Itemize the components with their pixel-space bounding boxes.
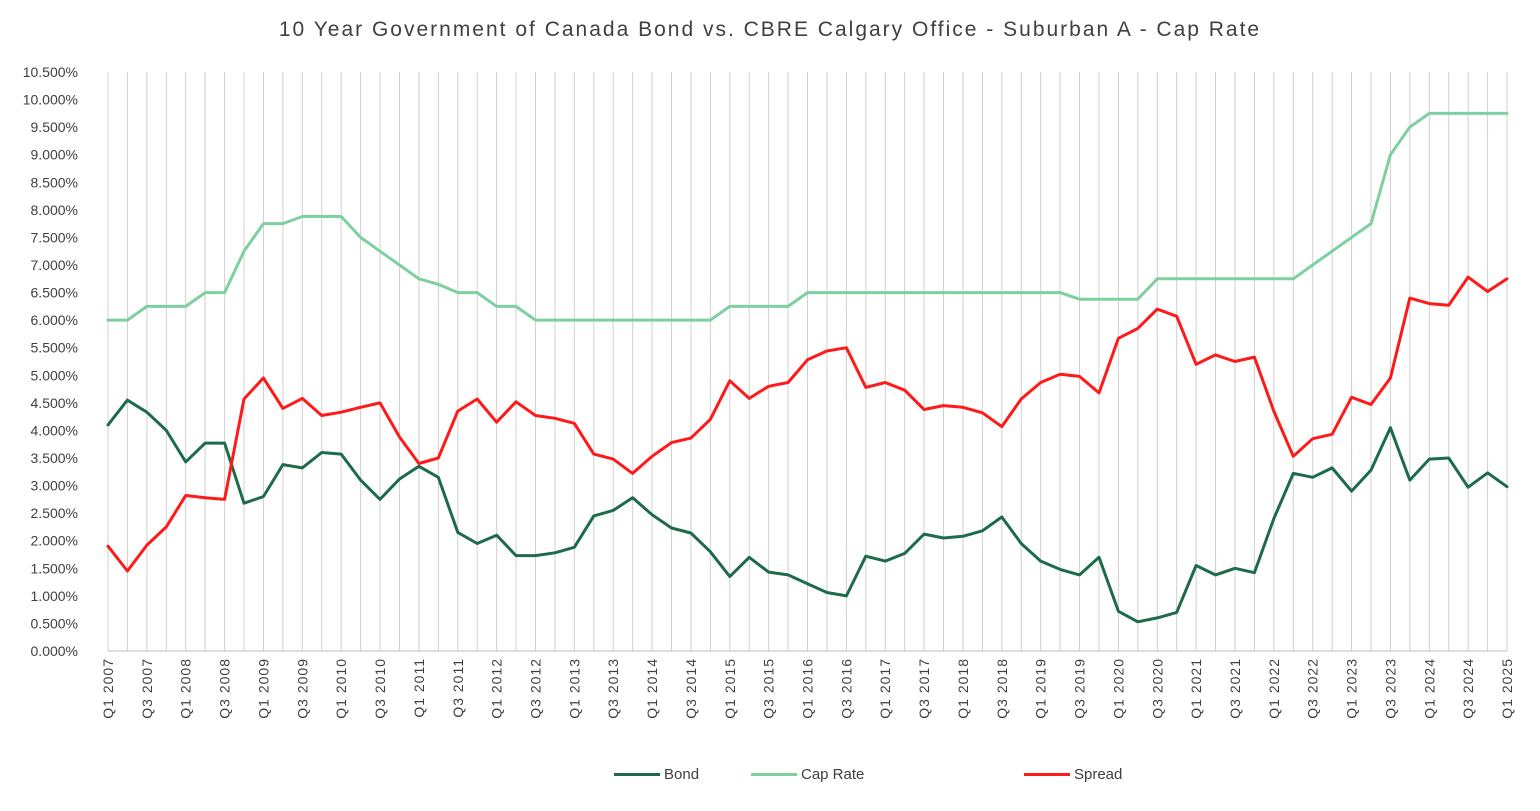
y-tick-label: 7.000% [31,257,78,273]
x-tick-label: Q3 2024 [1460,658,1476,719]
x-tick-label: Q1 2012 [489,658,505,719]
x-tick-label: Q3 2018 [994,658,1010,719]
x-tick-label: Q1 2014 [644,658,660,719]
legend: Bond Cap Rate Spread [0,766,1540,790]
legend-label-cap-rate: Cap Rate [801,766,865,783]
legend-label-spread: Spread [1074,766,1123,783]
x-tick-label: Q3 2007 [139,658,155,719]
x-tick-label: Q1 2009 [255,658,271,719]
x-tick-label: Q1 2021 [1188,658,1204,719]
y-tick-label: 9.000% [31,147,78,163]
x-tick-label: Q3 2013 [605,658,621,719]
x-tick-label: Q3 2009 [294,658,310,719]
y-axis: 0.000% 0.500% 1.000% 1.500% 2.000% 2.500% 3.00… [23,64,78,659]
x-tick-label: Q1 2023 [1344,658,1360,719]
x-tick-label: Q3 2021 [1227,658,1243,719]
y-tick-label: 8.500% [31,174,78,190]
y-tick-label: 10.000% [23,92,78,108]
x-tick-label: Q3 2015 [761,658,777,719]
y-tick-label: 8.000% [31,202,78,218]
x-tick-label: Q3 2020 [1149,658,1165,719]
x-tick-label: Q3 2022 [1305,658,1321,719]
x-tick-label: Q1 2015 [722,658,738,719]
x-tick-label: Q1 2013 [566,658,582,719]
y-tick-label: 10.500% [23,64,78,80]
x-tick-label: Q3 2011 [450,658,466,718]
x-tick-label: Q1 2025 [1499,658,1515,719]
x-tick-label: Q3 2008 [217,658,233,719]
x-tick-label: Q3 2014 [683,658,699,719]
series-line-spread [106,275,1509,573]
legend-item-bond: Bond [614,766,699,783]
y-tick-label: 3.500% [31,450,78,466]
x-tick-label: Q1 2010 [333,658,349,719]
y-tick-label: 3.000% [31,478,78,494]
y-tick-label: 9.500% [31,119,78,135]
legend-swatch-spread [1024,773,1070,776]
x-tick-label: Q3 2016 [838,658,854,719]
x-tick-label: Q3 2019 [1072,658,1088,719]
x-tick-label: Q3 2023 [1382,658,1398,719]
y-tick-label: 7.500% [31,229,78,245]
x-tick-label: Q3 2010 [372,658,388,719]
x-tick-label: Q1 2007 [100,658,116,719]
y-tick-label: 2.500% [31,505,78,521]
y-tick-label: 6.000% [31,312,78,328]
x-tick-label: Q1 2011 [411,658,427,718]
y-tick-label: 4.500% [31,395,78,411]
y-tick-label: 6.500% [31,285,78,301]
legend-item-cap-rate: Cap Rate [751,766,864,783]
series-line-cap-rate [106,111,1509,322]
x-tick-label: Q1 2019 [1033,658,1049,719]
legend-label-bond: Bond [664,766,700,783]
legend-swatch-bond [614,773,660,776]
y-tick-label: 0.000% [31,643,78,659]
y-tick-label: 4.000% [31,422,78,438]
legend-swatch-cap-rate [751,773,797,776]
x-tick-label: Q1 2022 [1266,658,1282,719]
x-axis: Q1 2007 Q3 2007 Q1 2008 Q3 2008 Q1 2009 Q3 20… [100,658,1515,719]
x-tick-label: Q1 2016 [800,658,816,719]
legend-item-spread: Spread [1024,766,1122,783]
y-tick-label: 1.000% [31,588,78,604]
x-tick-label: Q3 2017 [916,658,932,719]
x-tick-label: Q1 2020 [1110,658,1126,719]
series-lines [106,111,1509,624]
y-tick-label: 0.500% [31,615,78,631]
x-tick-label: Q1 2017 [877,658,893,719]
x-tick-label: Q1 2024 [1421,658,1437,719]
series-line-bond [106,398,1509,624]
x-tick-label: Q1 2008 [178,658,194,719]
y-tick-label: 2.000% [31,533,78,549]
y-tick-label: 5.000% [31,367,78,383]
y-tick-label: 1.500% [31,560,78,576]
x-tick-label: Q1 2018 [955,658,971,719]
chart-title: 10 Year Government of Canada Bond vs. CB… [278,18,1262,41]
x-tick-label: Q3 2012 [527,658,543,719]
y-tick-label: 5.500% [31,340,78,356]
